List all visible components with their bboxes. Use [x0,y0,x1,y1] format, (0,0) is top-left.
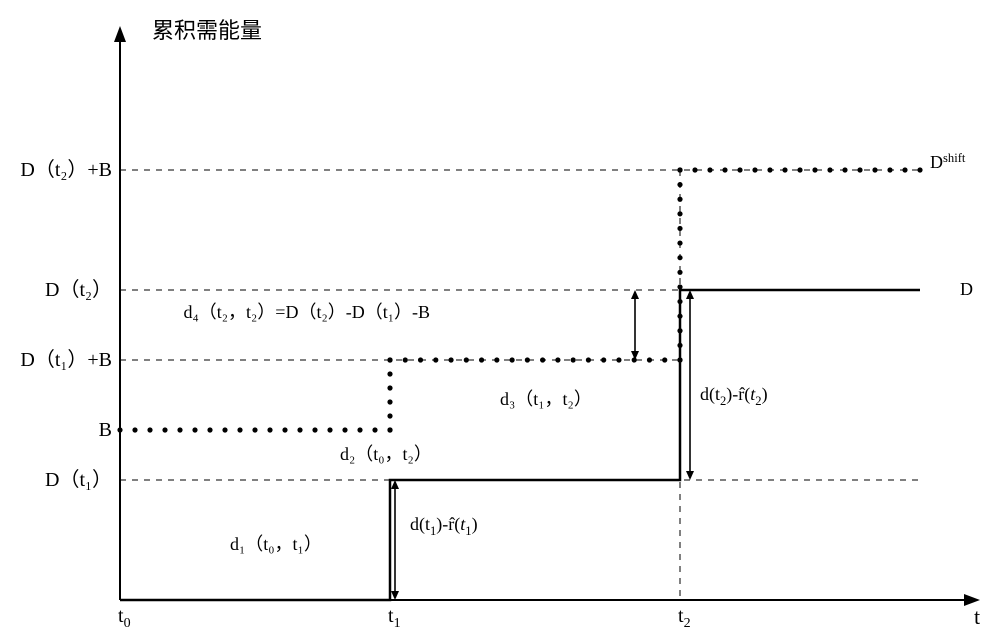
label-d4: d₄（t₂，t₂）=D（t₂）-D（t₁）-B [183,302,430,322]
label-d3: d₃（t₁，t₂） [500,389,592,409]
label-d1: d₁（t₀，t₁） [230,534,322,554]
y-axis-title: 累积需能量 [152,18,262,43]
y-tick-B: B [99,419,112,441]
label-D: D [960,279,973,299]
x-axis-title: t [974,604,980,629]
y-tick-D_t2_B: D（t₂）+B [20,158,112,181]
y-tick-D_t1_B: D（t₁）+B [20,348,112,371]
y-tick-D_t2: D（t₂） [45,278,112,301]
figure-svg: 累积需能量tt0t1t2D（t₁）BD（t₁）+BD（t₂）D（t₂）+Bd₁（… [0,0,1000,640]
label-d2: d₂（t₀，t₂） [340,444,432,464]
y-tick-D_t1: D（t₁） [45,468,112,491]
